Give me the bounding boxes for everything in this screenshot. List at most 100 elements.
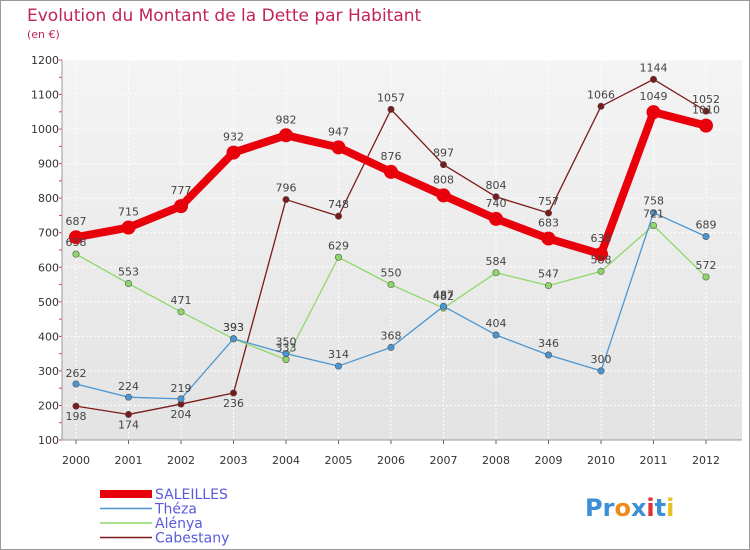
data-label: 487 (433, 288, 454, 301)
data-label: 804 (486, 179, 507, 192)
data-label: 393 (223, 321, 244, 334)
x-tick-label: 2010 (587, 454, 615, 467)
data-label: 689 (696, 219, 717, 232)
logo-letter: i (646, 494, 654, 522)
x-tick-label: 2004 (272, 454, 300, 467)
data-point (334, 212, 342, 220)
logo-letter: P (585, 494, 603, 522)
y-tick-label: 800 (38, 192, 59, 205)
data-label: 777 (171, 184, 192, 197)
data-label: 350 (276, 336, 297, 349)
x-tick-label: 2006 (377, 454, 405, 467)
data-label: 897 (433, 147, 454, 160)
data-label: 1049 (640, 90, 668, 103)
series-cabestany (72, 75, 710, 418)
data-label: 1144 (640, 61, 668, 74)
data-label: 393 (223, 321, 244, 334)
data-label: 683 (538, 217, 559, 230)
data-point (69, 230, 83, 245)
data-point (121, 220, 136, 235)
data-point (387, 343, 395, 351)
series-théza (72, 209, 710, 403)
data-point (597, 367, 605, 375)
y-tick-label: 400 (38, 330, 59, 343)
data-label: 584 (486, 255, 507, 268)
y-tick-label: 900 (38, 158, 59, 171)
data-label: 236 (223, 397, 244, 410)
x-tick-label: 2003 (220, 454, 248, 467)
y-tick-label: 1000 (31, 123, 59, 136)
data-point (177, 395, 185, 403)
x-tick-label: 2002 (167, 454, 195, 467)
chart-subtitle: (en €) (27, 28, 60, 41)
legend-label-théza: Théza (154, 502, 197, 518)
data-label: 715 (118, 206, 139, 219)
plot-area (62, 60, 742, 440)
data-point (177, 308, 185, 316)
data-label: 638 (591, 232, 612, 245)
x-tick-label: 2009 (535, 454, 563, 467)
data-point (649, 75, 657, 83)
data-label: 547 (538, 268, 559, 281)
data-point (436, 188, 451, 203)
y-tick-label: 600 (38, 261, 59, 274)
x-tick-label: 2008 (482, 454, 510, 467)
data-point (699, 118, 713, 133)
data-point (597, 102, 605, 110)
data-point (125, 393, 133, 401)
data-label: 932 (223, 131, 244, 144)
data-point (492, 331, 500, 339)
chart-title: Evolution du Montant de la Dette par Hab… (27, 6, 422, 26)
data-label: 224 (118, 380, 139, 393)
data-point (489, 211, 503, 226)
data-point (439, 161, 447, 169)
data-label: 553 (118, 266, 139, 279)
logo-letter: o (614, 494, 631, 522)
axes: 1200110010009008007006005004003002001002… (31, 54, 742, 467)
data-label: 740 (486, 197, 507, 210)
data-label: 588 (591, 253, 612, 266)
y-tick-label: 1100 (31, 89, 59, 102)
data-label: 550 (381, 267, 402, 280)
data-label: 757 (538, 195, 559, 208)
data-point (492, 193, 500, 201)
series-lines (69, 75, 713, 418)
x-tick-label: 2000 (62, 454, 90, 467)
logo-letter: i (666, 494, 674, 522)
x-tick-label: 2011 (640, 454, 668, 467)
legend-label-cabestany: Cabestany (155, 531, 229, 547)
data-point (331, 140, 346, 155)
logo-letter: t (655, 494, 666, 522)
data-point (544, 209, 552, 217)
data-label: 314 (328, 348, 349, 361)
data-label: 1057 (377, 91, 405, 104)
data-label: 982 (276, 113, 297, 126)
legend-label-saleilles: SALEILLES (155, 487, 228, 503)
data-point (594, 247, 608, 262)
data-point (282, 350, 290, 358)
data-label: 482 (433, 290, 454, 303)
y-tick-label: 1200 (31, 54, 59, 67)
data-label: 947 (328, 125, 349, 138)
data-point (72, 250, 80, 258)
data-label: 721 (643, 207, 664, 220)
data-point (72, 402, 80, 410)
x-tick-label: 2005 (325, 454, 353, 467)
logo-letter: x (631, 494, 647, 522)
data-point (226, 145, 241, 160)
data-label: 796 (276, 182, 297, 195)
data-point (649, 209, 657, 217)
data-point (384, 164, 398, 179)
data-point (282, 356, 290, 364)
data-label: 471 (171, 294, 192, 307)
data-label: 262 (66, 367, 87, 380)
data-point (282, 196, 290, 204)
y-tick-label: 100 (38, 434, 59, 447)
data-point (125, 280, 133, 288)
data-point (279, 128, 293, 143)
data-label: 368 (381, 329, 402, 342)
data-label: 174 (118, 418, 139, 431)
data-point (334, 362, 342, 370)
data-point (541, 231, 556, 246)
x-tick-label: 2001 (115, 454, 143, 467)
